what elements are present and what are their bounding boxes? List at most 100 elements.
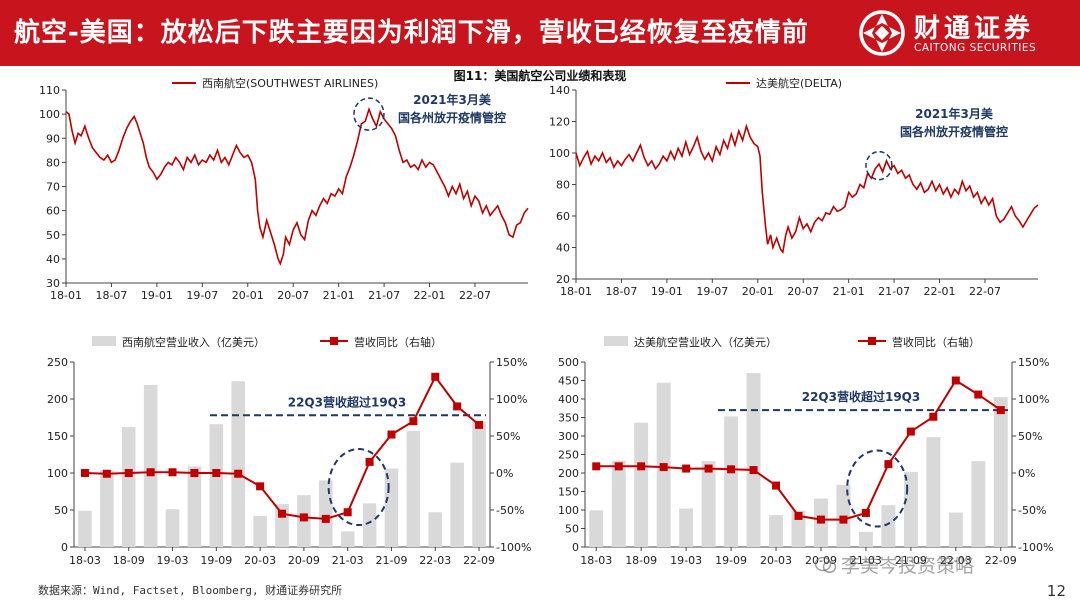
x-tick-label: 18-03	[580, 554, 612, 567]
yoy-marker	[659, 463, 668, 472]
yoy-marker	[749, 466, 758, 475]
right-tick-label: 50%	[1018, 430, 1042, 443]
annotation-text: 国各州放开疫情管控	[900, 124, 1008, 139]
legend-bar-swatch	[604, 336, 628, 346]
right-tick-label: 100%	[1018, 393, 1049, 406]
yoy-marker	[861, 508, 870, 517]
x-tick-label: 18-01	[560, 285, 592, 298]
yoy-marker	[299, 513, 308, 522]
annotation-circle	[846, 449, 909, 528]
yoy-marker	[234, 469, 243, 478]
revenue-bar	[611, 460, 626, 547]
revenue-bar	[406, 430, 421, 547]
reference-label: 22Q3营收超过19Q3	[288, 394, 407, 409]
yoy-marker	[409, 417, 418, 426]
southwest-price-chart: 30 40 50 60 70 80 90 100 110 18-01 18-07 19-01 19-07…	[39, 76, 529, 302]
revenue-bar	[926, 437, 941, 547]
left-tick-label: 0	[572, 541, 579, 554]
yoy-marker	[343, 508, 352, 517]
revenue-bar	[589, 510, 604, 547]
x-tick-label: 19-09	[715, 554, 747, 567]
revenue-bar	[993, 397, 1008, 547]
right-tick-label: -100%	[1018, 541, 1053, 554]
legend-label: 西南航空(SOUTHWEST AIRLINES)	[202, 76, 378, 90]
left-tick-label: 400	[558, 393, 579, 406]
x-tick-label: 22-01	[414, 289, 446, 302]
price-line	[65, 106, 529, 266]
left-tick-label: 300	[558, 430, 579, 443]
x-tick-label: 21-03	[332, 554, 364, 567]
yoy-marker	[682, 464, 691, 473]
legend-line-marker	[868, 337, 876, 345]
y-tick-label: 30	[46, 277, 60, 290]
revenue-bar	[971, 461, 986, 547]
yoy-marker	[704, 464, 713, 473]
legend-label: 达美航空(DELTA)	[756, 76, 842, 90]
x-tick-label: 20-03	[760, 554, 792, 567]
y-tick-label: 80	[556, 179, 570, 192]
revenue-bar	[209, 424, 224, 547]
x-tick-label: 21-09	[895, 554, 927, 567]
delta-price-chart: 20 40 60 80 100 120 140 18-01 18-07 19-01 19-07 20-…	[549, 76, 1039, 298]
y-tick-label: 80	[46, 156, 60, 169]
yoy-marker	[431, 372, 440, 381]
x-tick-label: 20-03	[244, 554, 276, 567]
x-tick-label: 18-01	[50, 289, 82, 302]
revenue-bar	[903, 471, 918, 547]
revenue-bar	[746, 373, 761, 547]
revenue-bar	[78, 510, 92, 547]
yoy-marker	[365, 457, 374, 466]
yoy-marker	[884, 460, 893, 469]
x-tick-label: 18-07	[95, 289, 127, 302]
right-tick-label: 150%	[1018, 356, 1049, 369]
right-tick-label: 100%	[496, 393, 527, 406]
revenue-bar	[858, 531, 873, 547]
yoy-marker	[80, 469, 89, 477]
annotation-circle	[353, 97, 385, 131]
left-tick-label: 0	[61, 541, 68, 554]
revenue-bar	[340, 531, 355, 547]
left-tick-label: 500	[558, 356, 579, 369]
revenue-bar	[948, 512, 963, 547]
yoy-marker	[102, 469, 111, 478]
x-tick-label: 19-03	[670, 554, 702, 567]
yoy-marker	[727, 465, 736, 474]
y-tick-label: 90	[46, 132, 60, 145]
y-tick-label: 100	[39, 108, 60, 121]
x-tick-label: 21-07	[368, 289, 400, 302]
x-tick-label: 20-01	[232, 289, 264, 302]
reference-label: 22Q3营收超过19Q3	[802, 389, 921, 404]
x-tick-label: 21-01	[833, 285, 865, 298]
x-tick-label: 20-01	[742, 285, 774, 298]
yoy-marker	[321, 514, 330, 523]
figure-title: 图11：美国航空公司业绩和表现	[453, 69, 627, 83]
annotation-circle	[865, 150, 893, 181]
yoy-marker	[278, 509, 286, 518]
revenue-bar	[319, 480, 333, 547]
annotation-circle	[327, 448, 390, 527]
right-tick-label: 150%	[496, 356, 527, 369]
left-tick-label: 450	[558, 375, 579, 388]
brand-name-en: CAITONG SECURITIES	[914, 42, 1037, 54]
left-tick-label: 150	[47, 430, 68, 443]
legend-bar-swatch	[92, 336, 116, 346]
y-tick-label: 70	[46, 181, 60, 194]
left-tick-label: 150	[558, 486, 579, 499]
y-tick-label: 40	[556, 242, 570, 255]
revenue-bar	[428, 512, 443, 547]
annotation-text: 国各州放开疫情管控	[398, 110, 506, 125]
yoy-marker	[475, 420, 484, 429]
brand-name-cn: 财通证券	[914, 14, 1035, 44]
x-tick-label: 21-01	[323, 289, 355, 302]
x-tick-label: 19-09	[200, 554, 232, 567]
annotation-text: 2021年3月美	[915, 106, 994, 121]
yoy-marker	[996, 406, 1005, 415]
revenue-bar	[450, 462, 464, 547]
revenue-bar	[384, 468, 399, 547]
right-tick-label: 0%	[496, 467, 513, 480]
revenue-bar	[143, 384, 158, 547]
right-tick-label: -50%	[1018, 504, 1046, 517]
x-tick-label: 20-09	[805, 554, 837, 567]
y-tick-label: 100	[549, 147, 570, 160]
left-tick-label: 100	[47, 467, 68, 480]
